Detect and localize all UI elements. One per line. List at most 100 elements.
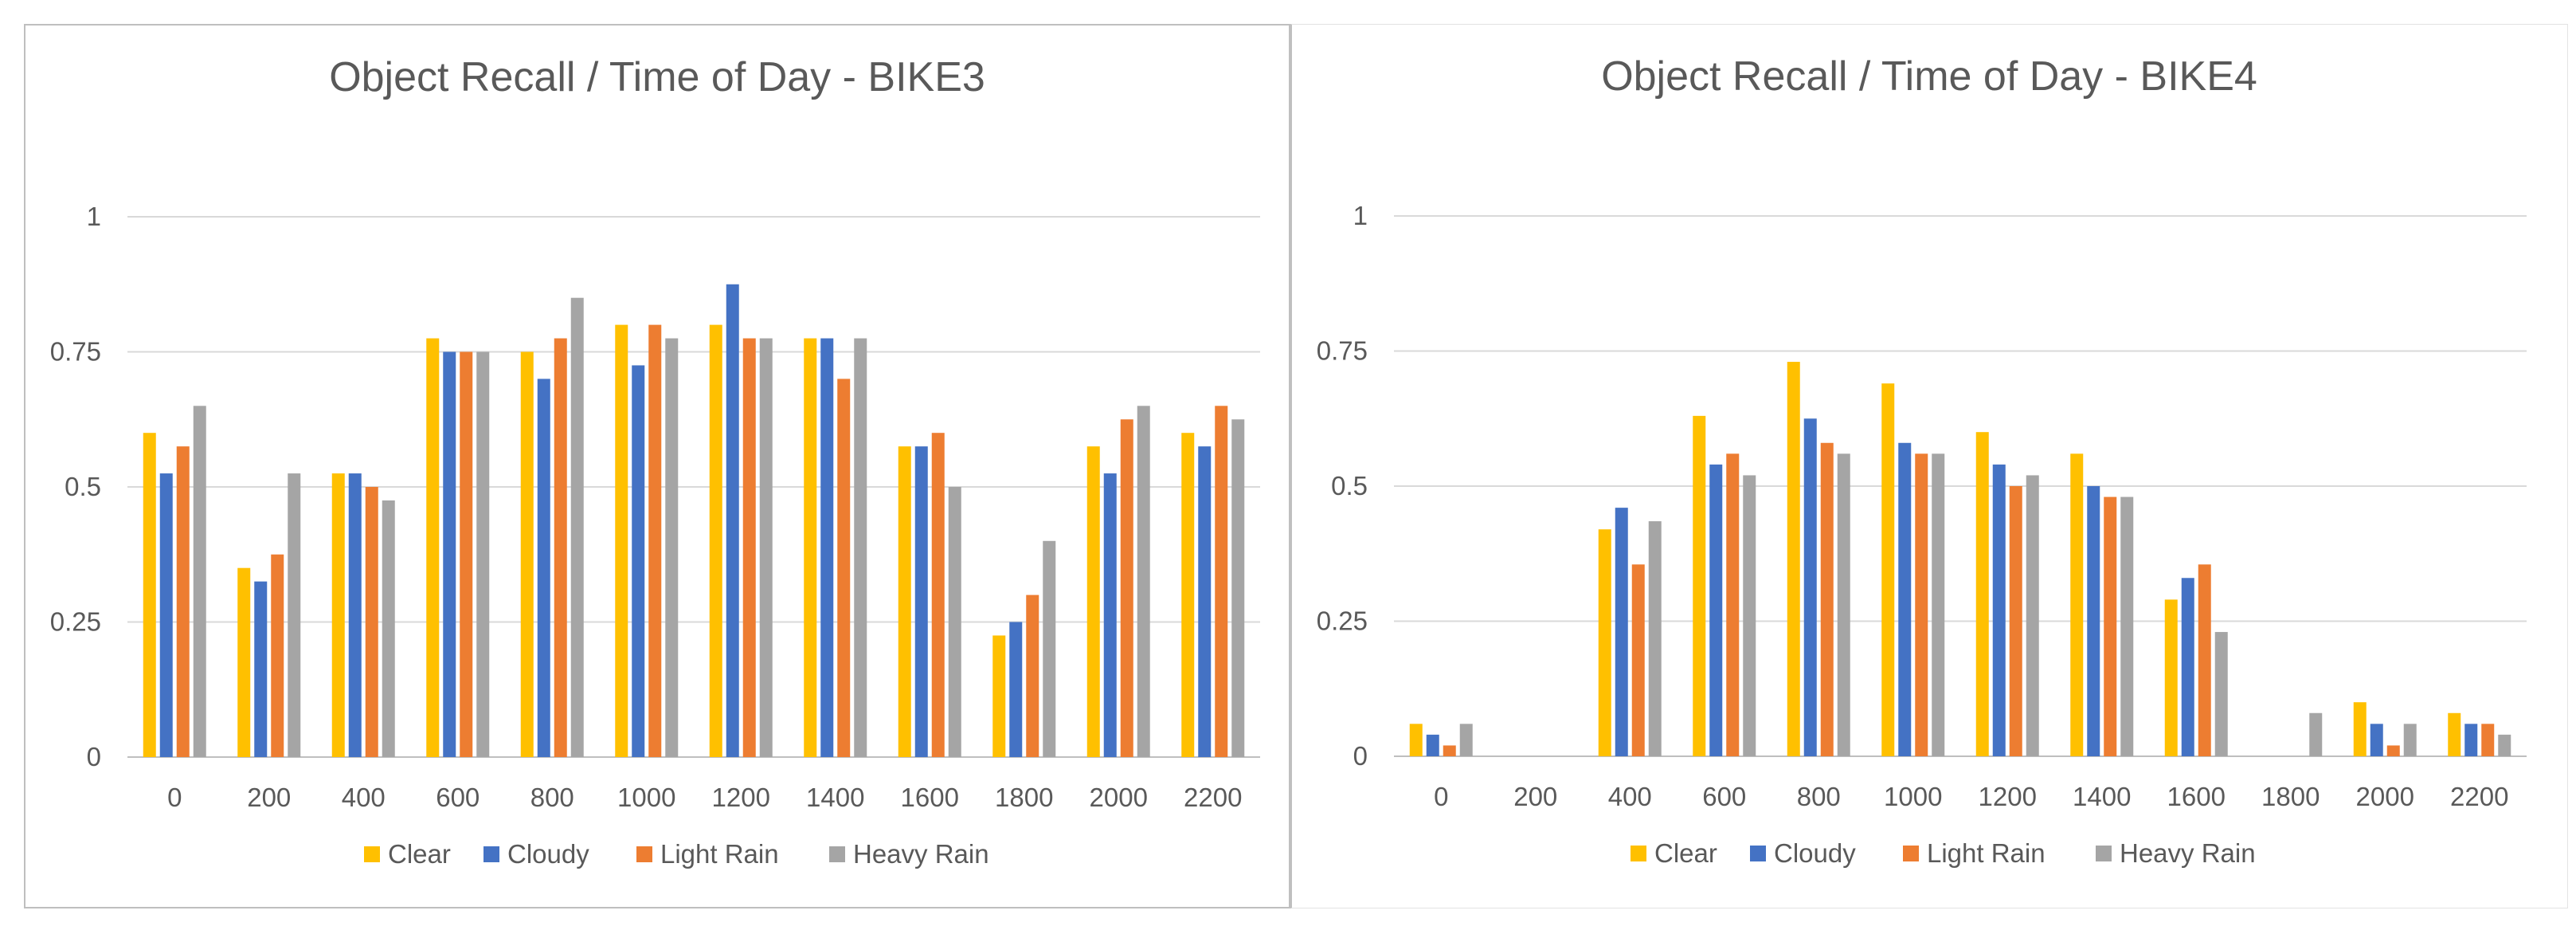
x-tick-label: 800 [1797,782,1841,811]
bar-light-rain [1215,406,1228,757]
x-tick-label: 1000 [617,783,675,812]
bar-cloudy [1898,442,1912,756]
legend-label: Cloudy [1774,838,1856,868]
bar-cloudy [726,284,739,757]
bar-heavy-rain [570,297,584,757]
bar-light-rain [1820,442,1834,756]
bar-light-rain [365,487,378,757]
bar-light-rain [1443,745,1456,756]
chart-title: Object Recall / Time of Day - BIKE4 [1601,53,2257,100]
bar-heavy-rain [2120,496,2134,756]
bar-heavy-rain [1231,419,1245,757]
bar-cloudy [914,446,928,757]
legend-label: Clear [388,839,451,869]
legend-swatch [1903,846,1919,861]
bar-cloudy [254,581,268,757]
bar-light-rain [1631,564,1645,756]
bar-light-rain [271,554,284,757]
bar-light-rain [1726,453,1740,756]
bar-cloudy [1992,464,2006,756]
bar-clear [1881,383,1895,756]
x-tick-label: 400 [342,783,386,812]
chart-panel-bike3: Object Recall / Time of Day - BIKE3 0 0.25… [24,24,1290,908]
bar-cloudy [820,338,834,757]
bar-cloudy [1009,622,1023,757]
x-tick-label: 1400 [2073,782,2131,811]
x-tick-label: 1800 [995,783,1053,812]
y-tick-label: 1 [87,202,101,231]
legend-swatch [829,846,845,862]
bar-clear [1787,362,1800,756]
legend-label: Light Rain [660,839,779,869]
bar-clear [1975,432,1989,756]
bar-heavy-rain [759,338,773,757]
x-tick-label: 0 [167,783,182,812]
bar-heavy-rain [948,487,961,757]
bar-clear [615,324,628,758]
y-tick-label: 0 [1353,741,1368,771]
bar-light-rain [742,338,756,757]
bar-clear [1598,529,1611,756]
bar-clear [804,338,817,757]
bar-heavy-rain [2403,724,2417,756]
bar-clear [1693,415,1706,756]
bar-clear [143,433,156,757]
x-tick-label: 1800 [2261,782,2320,811]
bar-heavy-rain [2309,712,2323,756]
bar-heavy-rain [1648,521,1662,756]
bar-light-rain [460,351,473,757]
bar-light-rain [2198,564,2211,756]
y-tick-label: 0.5 [65,472,101,501]
bar-clear [331,473,345,757]
bar-clear [898,446,911,757]
y-tick-label: 0.25 [50,607,101,637]
legend-swatch [364,846,380,862]
bar-cloudy [2181,578,2194,756]
y-tick-label: 0.25 [1317,606,1368,636]
bar-cloudy [348,473,362,757]
x-tick-label: 1000 [1884,782,1942,811]
legend-swatch [1631,846,1646,861]
bar-clear [1181,433,1195,757]
legend: Clear Cloudy Light Rain Heavy Rain [364,839,989,869]
x-tick-label: 200 [1513,782,1557,811]
bar-light-rain [1120,419,1133,757]
legend-label: Clear [1654,838,1717,868]
bar-clear [1409,724,1423,756]
x-tick-label: 2000 [2356,782,2414,811]
bar-cloudy [1803,418,1817,756]
chart-bike3: Object Recall / Time of Day - BIKE3 0 0.25… [50,54,1260,869]
x-tick-label: 2000 [1090,783,1148,812]
y-tick-label: 0.75 [50,337,101,367]
bar-light-rain [2481,724,2495,756]
bar-cloudy [537,379,550,757]
bar-clear [2164,599,2178,756]
bar-heavy-rain [1743,475,1756,756]
bar-light-rain [554,338,567,757]
bar-cloudy [159,473,173,757]
bar-clear [2070,453,2084,756]
bar-cloudy [1615,508,1628,756]
y-tick-label: 1 [1353,201,1368,230]
bar-heavy-rain [1137,406,1150,757]
bar-clear [992,635,1006,757]
x-tick-label: 0 [1434,782,1448,811]
bar-cloudy [632,365,645,757]
bar-cloudy [2087,486,2100,756]
bar-clear [520,351,534,757]
bar-heavy-rain [2498,734,2511,756]
bar-light-rain [648,324,662,758]
bar-light-rain [1915,453,1928,756]
legend-label: Heavy Rain [2120,838,2256,868]
bar-light-rain [2386,745,2400,756]
legend-swatch [483,846,499,862]
bar-light-rain [931,433,945,757]
bar-heavy-rain [476,351,490,757]
bar-clear [709,324,722,758]
bar-heavy-rain [1932,453,1945,756]
bar-heavy-rain [1459,724,1473,756]
bar-light-rain [2009,486,2022,756]
x-tick-label: 2200 [2450,782,2508,811]
x-tick-label: 600 [436,783,480,812]
bar-cloudy [2464,724,2478,756]
